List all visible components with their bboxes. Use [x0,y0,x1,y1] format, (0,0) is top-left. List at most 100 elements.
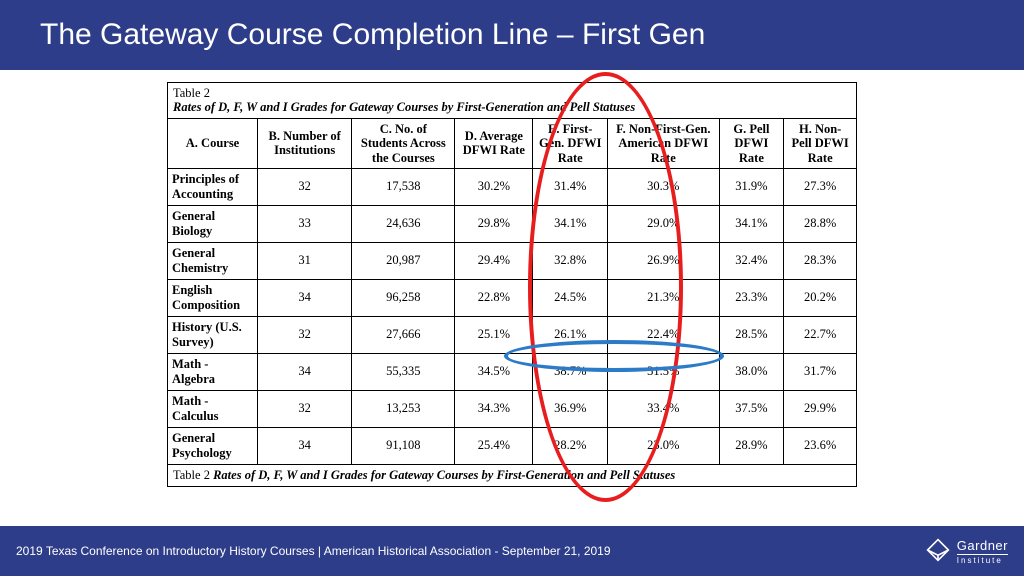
cell: 25.4% [455,427,533,464]
cell: 31 [258,242,352,279]
cell: 96,258 [352,279,455,316]
cell: 21.3% [608,279,719,316]
gardner-logo: Gardner Institute [925,537,1008,566]
cell: 22.8% [455,279,533,316]
table-header-row: A. Course B. Number of Institutions C. N… [168,118,857,168]
cell: 38.7% [533,353,608,390]
slide-footer: 2019 Texas Conference on Introductory Hi… [0,526,1024,576]
cell: 28.8% [784,205,857,242]
col-h: H. Non-Pell DFWI Rate [784,118,857,168]
cell: 29.4% [455,242,533,279]
cell: 34.5% [455,353,533,390]
logo-name: Gardner [957,538,1008,553]
cell: 55,335 [352,353,455,390]
col-g: G. Pell DFWI Rate [719,118,784,168]
cell: 32.4% [719,242,784,279]
col-e: E. First-Gen. DFWI Rate [533,118,608,168]
cell: General Psychology [168,427,258,464]
slide-title: The Gateway Course Completion Line – Fir… [40,18,705,52]
cell: 25.1% [455,316,533,353]
cell: 26.9% [608,242,719,279]
cell: General Biology [168,205,258,242]
cell: 13,253 [352,390,455,427]
table-row: Principles of Accounting3217,53830.2%31.… [168,168,857,205]
table-row: General Psychology3491,10825.4%28.2%23.0… [168,427,857,464]
cell: 22.4% [608,316,719,353]
cell: 30.2% [455,168,533,205]
cell: 34 [258,279,352,316]
cell: 24.5% [533,279,608,316]
cell: 34.1% [719,205,784,242]
cell: 32 [258,316,352,353]
cell: 28.5% [719,316,784,353]
cell: 23.0% [608,427,719,464]
cell: 30.3% [608,168,719,205]
cell: 31.5% [608,353,719,390]
cell: 34.1% [533,205,608,242]
table-caption-text: Rates of D, F, W and I Grades for Gatewa… [173,100,635,114]
col-d: D. Average DFWI Rate [455,118,533,168]
cell: General Chemistry [168,242,258,279]
cell: 32 [258,390,352,427]
table-bot-label: Table 2 [173,468,210,482]
cell: 31.4% [533,168,608,205]
diamond-icon [925,537,951,566]
cell: 34 [258,353,352,390]
slide-title-bar: The Gateway Course Completion Line – Fir… [0,0,1024,70]
table-label: Table 2 [173,86,210,100]
table-wrapper: Table 2 Rates of D, F, W and I Grades fo… [167,82,857,487]
cell: 33.4% [608,390,719,427]
cell: 91,108 [352,427,455,464]
footer-text: 2019 Texas Conference on Introductory Hi… [16,544,611,558]
cell: 38.0% [719,353,784,390]
cell: 26.1% [533,316,608,353]
table-row: General Biology3324,63629.8%34.1%29.0%34… [168,205,857,242]
table-caption-top-row: Table 2 Rates of D, F, W and I Grades fo… [168,83,857,119]
cell: 17,538 [352,168,455,205]
cell: 22.7% [784,316,857,353]
table-caption-bottom: Table 2 Rates of D, F, W and I Grades fo… [168,464,857,486]
cell: 31.9% [719,168,784,205]
cell: 27,666 [352,316,455,353]
cell: History (U.S. Survey) [168,316,258,353]
cell: 28.9% [719,427,784,464]
col-c: C. No. of Students Across the Courses [352,118,455,168]
cell: 27.3% [784,168,857,205]
cell: 28.3% [784,242,857,279]
cell: 32 [258,168,352,205]
cell: 24,636 [352,205,455,242]
dfwi-table: Table 2 Rates of D, F, W and I Grades fo… [167,82,857,487]
cell: 29.0% [608,205,719,242]
cell: 34 [258,427,352,464]
logo-text: Gardner Institute [957,538,1008,565]
cell: Math - Algebra [168,353,258,390]
table-caption-bot-row: Table 2 Rates of D, F, W and I Grades fo… [168,464,857,486]
table-row: History (U.S. Survey)3227,66625.1%26.1%2… [168,316,857,353]
table-row: Math - Algebra3455,33534.5%38.7%31.5%38.… [168,353,857,390]
col-f: F. Non-First-Gen. American DFWI Rate [608,118,719,168]
table-row: General Chemistry3120,98729.4%32.8%26.9%… [168,242,857,279]
cell: 23.3% [719,279,784,316]
table-caption-top: Table 2 Rates of D, F, W and I Grades fo… [168,83,857,119]
cell: 20,987 [352,242,455,279]
logo-sub: Institute [957,554,1008,565]
slide-body: Table 2 Rates of D, F, W and I Grades fo… [0,70,1024,487]
cell: 32.8% [533,242,608,279]
table-row: English Composition3496,25822.8%24.5%21.… [168,279,857,316]
cell: English Composition [168,279,258,316]
table-row: Math - Calculus3213,25334.3%36.9%33.4%37… [168,390,857,427]
cell: 29.8% [455,205,533,242]
cell: 37.5% [719,390,784,427]
cell: 29.9% [784,390,857,427]
cell: 36.9% [533,390,608,427]
cell: 23.6% [784,427,857,464]
cell: Math - Calculus [168,390,258,427]
col-b: B. Number of Institutions [258,118,352,168]
cell: 34.3% [455,390,533,427]
table-bot-caption: Rates of D, F, W and I Grades for Gatewa… [213,468,675,482]
col-a: A. Course [168,118,258,168]
cell: 33 [258,205,352,242]
cell: 31.7% [784,353,857,390]
cell: Principles of Accounting [168,168,258,205]
cell: 28.2% [533,427,608,464]
